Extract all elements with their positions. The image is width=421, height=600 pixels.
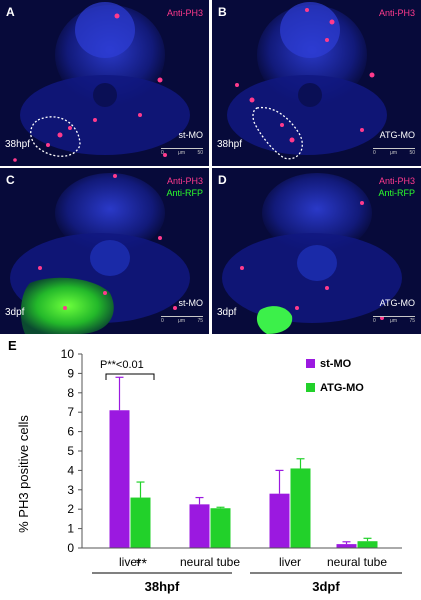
scale-max: 50 xyxy=(409,150,415,156)
micrograph-panel-b: B Anti-PH3 38hpf ATG-MO 0 μm 50 xyxy=(212,0,421,166)
y-tick-label: 7 xyxy=(67,405,74,419)
scale-max: 50 xyxy=(197,150,203,156)
x-category-label: liver xyxy=(119,555,141,569)
y-tick-label: 6 xyxy=(67,425,74,439)
condition-label: ATG-MO xyxy=(379,298,415,308)
condition-label: st-MO xyxy=(178,298,204,308)
stain-label-ph3: Anti-PH3 xyxy=(378,8,415,18)
condition-label: st-MO xyxy=(178,130,204,140)
legend-swatch xyxy=(306,383,315,392)
chart-panel-letter: E xyxy=(8,338,17,353)
scale-min: 0 xyxy=(161,318,164,324)
bar-st-mo xyxy=(336,544,357,548)
condition-label: ATG-MO xyxy=(379,130,415,140)
y-tick-label: 4 xyxy=(67,463,74,477)
panel-letter: B xyxy=(218,5,227,19)
bar-atg-mo xyxy=(357,541,378,548)
group-label: 3dpf xyxy=(312,579,340,594)
y-tick-label: 5 xyxy=(67,444,74,458)
scale-max: 75 xyxy=(409,318,415,324)
legend-label: ATG-MO xyxy=(320,382,364,394)
panel-letter: C xyxy=(6,173,15,187)
liver-significance-marker: ** xyxy=(136,555,147,571)
bar-atg-mo xyxy=(210,508,231,548)
significance-bracket: P**<0.01 xyxy=(100,359,155,380)
scale-unit: μm xyxy=(390,150,398,156)
micrograph-d-image xyxy=(212,168,421,334)
scale-unit: μm xyxy=(178,318,186,324)
panel-letter: A xyxy=(6,5,15,19)
stage-label: 3dpf xyxy=(217,307,237,318)
bar-st-mo xyxy=(189,504,210,548)
stain-label-ph3: Anti-PH3 xyxy=(166,8,203,18)
y-tick-label: 0 xyxy=(67,541,74,555)
bar-atg-mo xyxy=(130,497,151,548)
micrograph-a-image xyxy=(0,0,209,166)
scale-unit: μm xyxy=(390,318,398,324)
y-tick-label: 9 xyxy=(67,366,74,380)
scale-unit: μm xyxy=(178,150,186,156)
micrograph-b-image xyxy=(212,0,421,166)
x-category-label: liver xyxy=(279,555,301,569)
scale-min: 0 xyxy=(161,150,164,156)
stain-label-ph3: Anti-PH3 xyxy=(378,176,415,186)
micrograph-panel-a: A Anti-PH3 38hpf st-MO 0 μm 50 xyxy=(0,0,209,166)
bar-st-mo xyxy=(269,493,290,548)
stage-label: 3dpf xyxy=(5,307,25,318)
panel-letter: D xyxy=(218,173,227,187)
y-tick-label: 10 xyxy=(61,347,75,361)
legend-swatch xyxy=(306,359,315,368)
bar-st-mo xyxy=(109,410,130,548)
y-tick-label: 2 xyxy=(67,502,74,516)
stain-label-rfp: Anti-RFP xyxy=(166,188,203,198)
micrograph-c-image xyxy=(0,168,209,334)
micrograph-panel-d: D Anti-PH3 Anti-RFP 3dpf ATG-MO 0 μm 75 xyxy=(212,168,421,334)
scale-bar: 0 μm 50 xyxy=(373,148,415,162)
stage-label: 38hpf xyxy=(5,139,31,150)
micrograph-panel-c: C Anti-PH3 Anti-RFP 3dpf st-MO 0 μm 75 xyxy=(0,168,209,334)
stage-label: 38hpf xyxy=(217,139,243,150)
x-category-label: neural tube xyxy=(180,555,240,569)
significance-label: P**<0.01 xyxy=(100,359,144,371)
y-tick-label: 1 xyxy=(67,522,74,536)
scale-bar: 0 μm 75 xyxy=(373,316,415,330)
scale-bar: 0 μm 50 xyxy=(161,148,203,162)
scale-min: 0 xyxy=(373,150,376,156)
scale-max: 75 xyxy=(197,318,203,324)
bar-atg-mo xyxy=(290,468,311,548)
scale-bar: 0 μm 75 xyxy=(161,316,203,330)
group-label: 38hpf xyxy=(145,579,180,594)
y-tick-label: 3 xyxy=(67,483,74,497)
legend-label: st-MO xyxy=(320,358,352,370)
bar-chart-e: E % PH3 positive cells 0 1 2 3 4 5 6 7 8 9 10 live… xyxy=(8,338,402,594)
y-axis-label: % PH3 positive cells xyxy=(16,415,31,533)
stain-label-rfp: Anti-RFP xyxy=(378,188,415,198)
scale-min: 0 xyxy=(373,318,376,324)
x-category-label: neural tube xyxy=(327,555,387,569)
stain-label-ph3: Anti-PH3 xyxy=(166,176,203,186)
y-tick-label: 8 xyxy=(67,386,74,400)
